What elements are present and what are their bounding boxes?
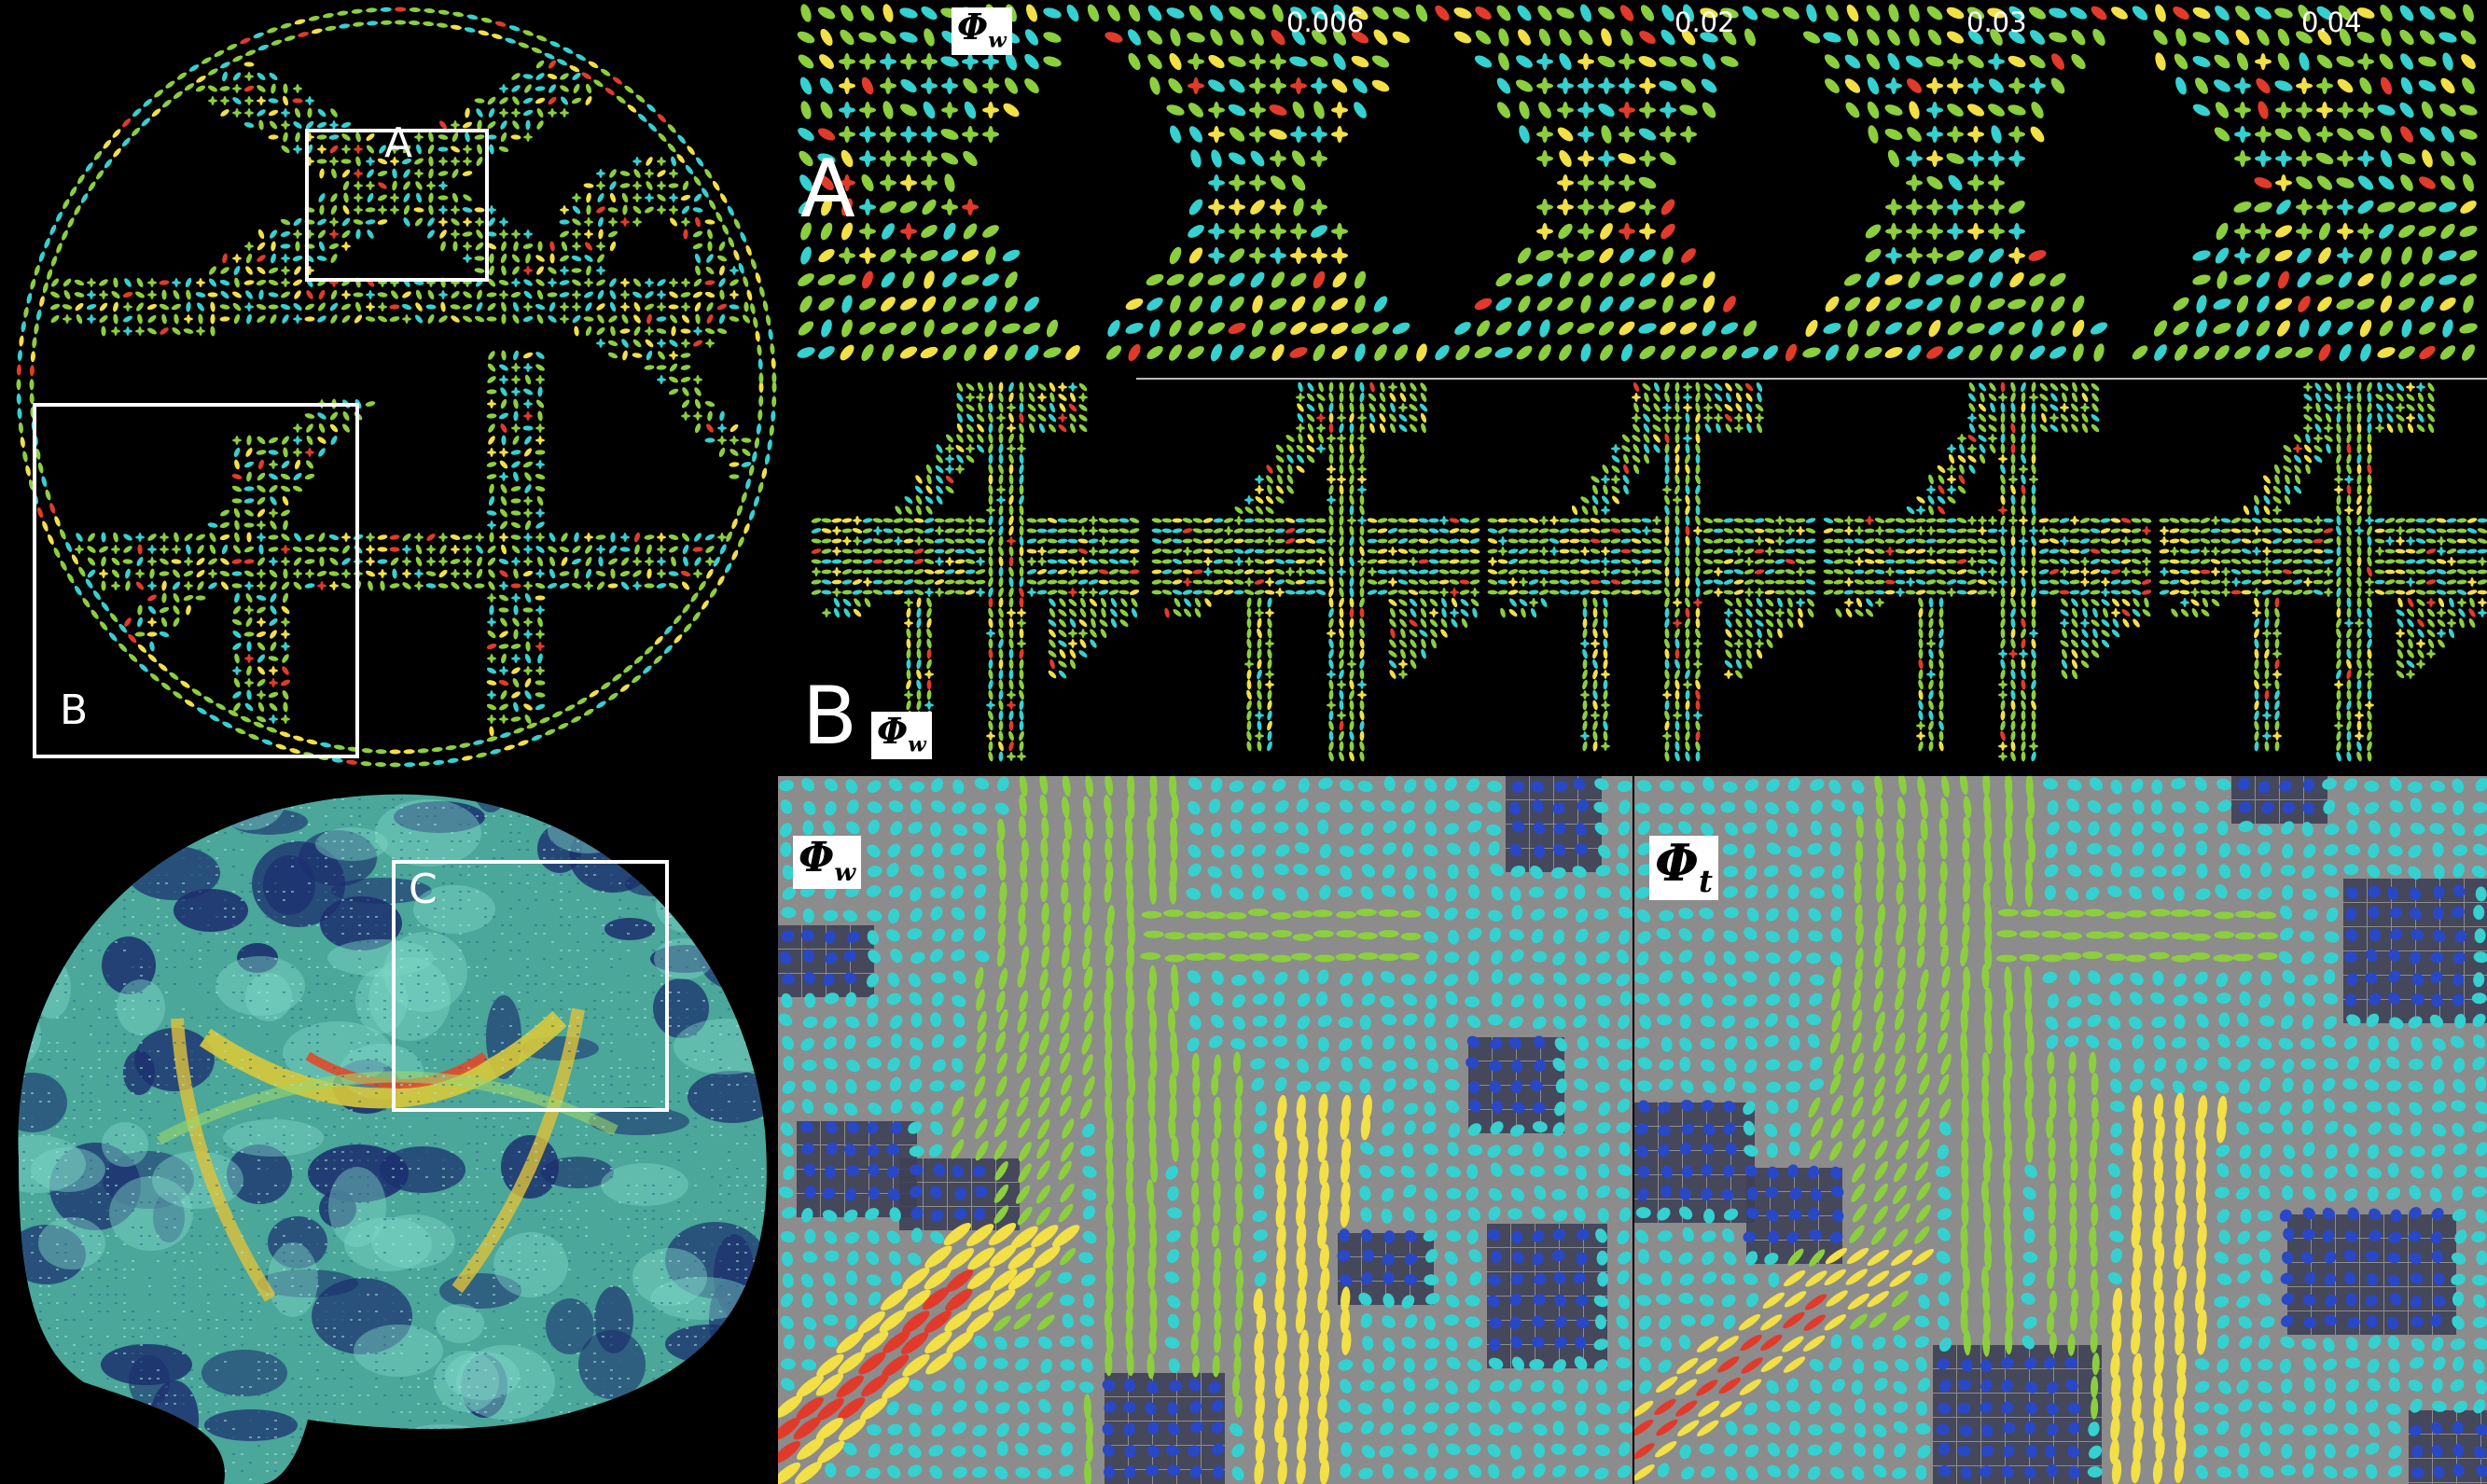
roi-label-a: A	[384, 119, 413, 167]
zoom-t-phi-symbol: Φ	[1655, 833, 1700, 893]
zoom-t-phi-label: Φt	[1649, 833, 1719, 901]
zoom-t-phi-subscript: t	[1699, 863, 1714, 899]
roi-box-c	[392, 860, 669, 1112]
phantom-overview-panel: A B	[0, 0, 793, 774]
row-a-panel: Φw 0.006 0.02 0.03 0.04 A	[795, 0, 2487, 379]
brain-zoom-t-panel: Φt	[1634, 776, 2487, 1484]
row-b-phi-symbol: Φ	[877, 710, 909, 752]
roi-box-b	[33, 403, 359, 758]
zoom-t-glyph-field	[1634, 776, 2487, 1484]
param-value-2: 0.02	[1674, 7, 1735, 38]
param-value-1: 0.006	[1286, 7, 1365, 38]
zoom-w-phi-subscript: w	[834, 857, 856, 887]
brain-zoom-w-panel: Φw	[778, 776, 1633, 1484]
row-a-phi-label: Φw	[952, 6, 1012, 56]
row-b-phi-label: Φw	[871, 710, 932, 760]
brain-overview-panel: C	[0, 776, 778, 1484]
row-a-letter: A	[800, 143, 855, 236]
row-b-panel: B Φw	[795, 380, 2487, 774]
row-separator	[1136, 378, 2487, 380]
row-a-crossing-glyphs	[795, 0, 2487, 379]
zoom-w-phi-label: Φw	[793, 834, 862, 890]
row-a-phi-symbol: Φ	[957, 6, 989, 48]
roi-label-b: B	[60, 687, 89, 734]
roi-label-c: C	[409, 866, 438, 913]
param-value-3: 0.03	[1966, 7, 2027, 38]
row-b-letter: B	[802, 670, 857, 763]
brain-glyph-field	[0, 776, 778, 1484]
zoom-w-phi-symbol: Φ	[799, 834, 835, 881]
row-b-fiber-glyphs	[795, 380, 2487, 774]
row-b-phi-subscript: w	[908, 732, 926, 757]
row-a-phi-subscript: w	[988, 28, 1007, 53]
zoom-w-glyph-field	[778, 776, 1633, 1484]
param-value-4: 0.04	[2301, 7, 2362, 38]
roi-box-a	[305, 129, 489, 282]
